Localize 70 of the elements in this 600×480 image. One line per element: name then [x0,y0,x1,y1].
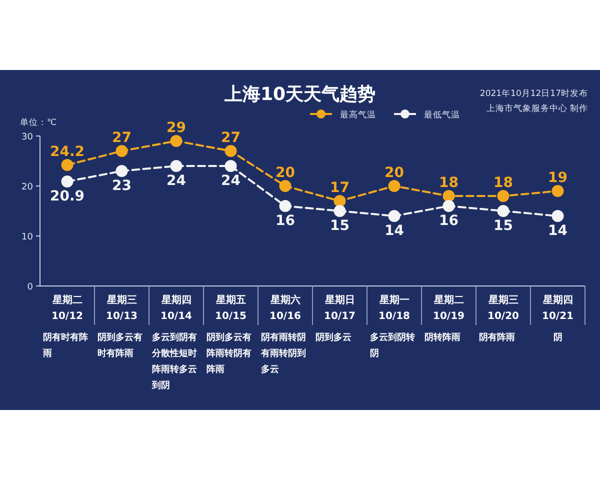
x-tick-label: 星期四 10/21 [542,294,574,322]
x-tick-label: 星期二 10/12 [51,294,84,322]
data-label: 15 [330,218,350,234]
text: 多云到阴有分散性短时阵雨转多云到阴 [151,332,197,391]
x-tick-label: 星期六 10/16 [269,294,302,322]
data-label: 23 [112,178,132,194]
data-label: 20 [384,165,404,181]
data-label: 18 [494,175,513,191]
point [388,210,400,222]
text: 阴到多云有时有阵雨 [98,332,142,359]
point [61,159,74,171]
data-label: 24 [221,173,241,189]
point [442,190,455,202]
text: 多云到阴转阴 [370,332,415,359]
legend-label: 最高气温 [340,110,376,120]
text: 阴转阵雨 [424,332,460,343]
data-label: 16 [439,213,458,229]
y-axis-title: 单位：℃ [20,117,57,128]
data-label: 16 [276,213,295,229]
data-label: 18 [439,175,458,191]
y-tick-label: 0 [27,282,34,292]
y-tick-label: 10 [22,232,34,242]
data-label: 24 [166,173,186,189]
y-tick-label: 30 [22,132,34,142]
text: 上海市气象服务中心 制作 [486,103,588,114]
data-label: 24.2 [50,144,85,160]
chart-title: 上海10天天气趋势 [223,84,376,105]
x-tick-label: 星期一 10/18 [378,294,410,322]
point [497,190,510,202]
data-label: 27 [112,130,132,146]
x-tick-label: 星期三 10/20 [487,294,520,322]
point [170,160,182,172]
point [334,195,346,207]
point [552,210,564,222]
data-label: 14 [384,223,404,239]
point [279,180,292,192]
data-label: 15 [494,218,513,234]
data-label: 27 [221,130,240,146]
text: 阴到多云有阵雨转阴有阵雨 [206,332,252,375]
x-tick-label: 星期三 10/13 [106,294,138,322]
point [388,180,400,192]
text: 阴到多云 [316,332,352,343]
data-label: 14 [548,223,568,239]
text: 阴 [553,332,562,343]
text: 阴有雨转阴有雨转阴到多云 [260,332,306,375]
point [116,165,128,177]
x-tick-label: 星期日 10/17 [324,294,356,322]
point [279,200,292,212]
text: 2021年10月12日17时发布 [480,88,588,99]
point [224,145,237,157]
data-label: 17 [330,180,350,196]
point [224,160,237,172]
point [116,145,128,157]
data-label: 20.9 [50,188,85,204]
point [552,185,564,197]
point [497,205,510,217]
text: 阴有时有阵雨 [42,332,88,359]
y-tick-label: 20 [22,182,34,192]
data-label: 20 [276,165,296,181]
x-tick-label: 星期五 10/15 [214,294,247,322]
legend-label: 最低气温 [424,110,460,120]
text: 阴有阵雨 [479,332,515,343]
point [442,200,455,212]
x-tick-label: 星期四 10/14 [160,294,192,322]
point [334,205,346,217]
data-label: 29 [166,120,186,136]
point [61,176,74,188]
x-tick-label: 星期二 10/19 [432,294,465,322]
data-label: 19 [548,170,568,186]
point [170,135,182,147]
